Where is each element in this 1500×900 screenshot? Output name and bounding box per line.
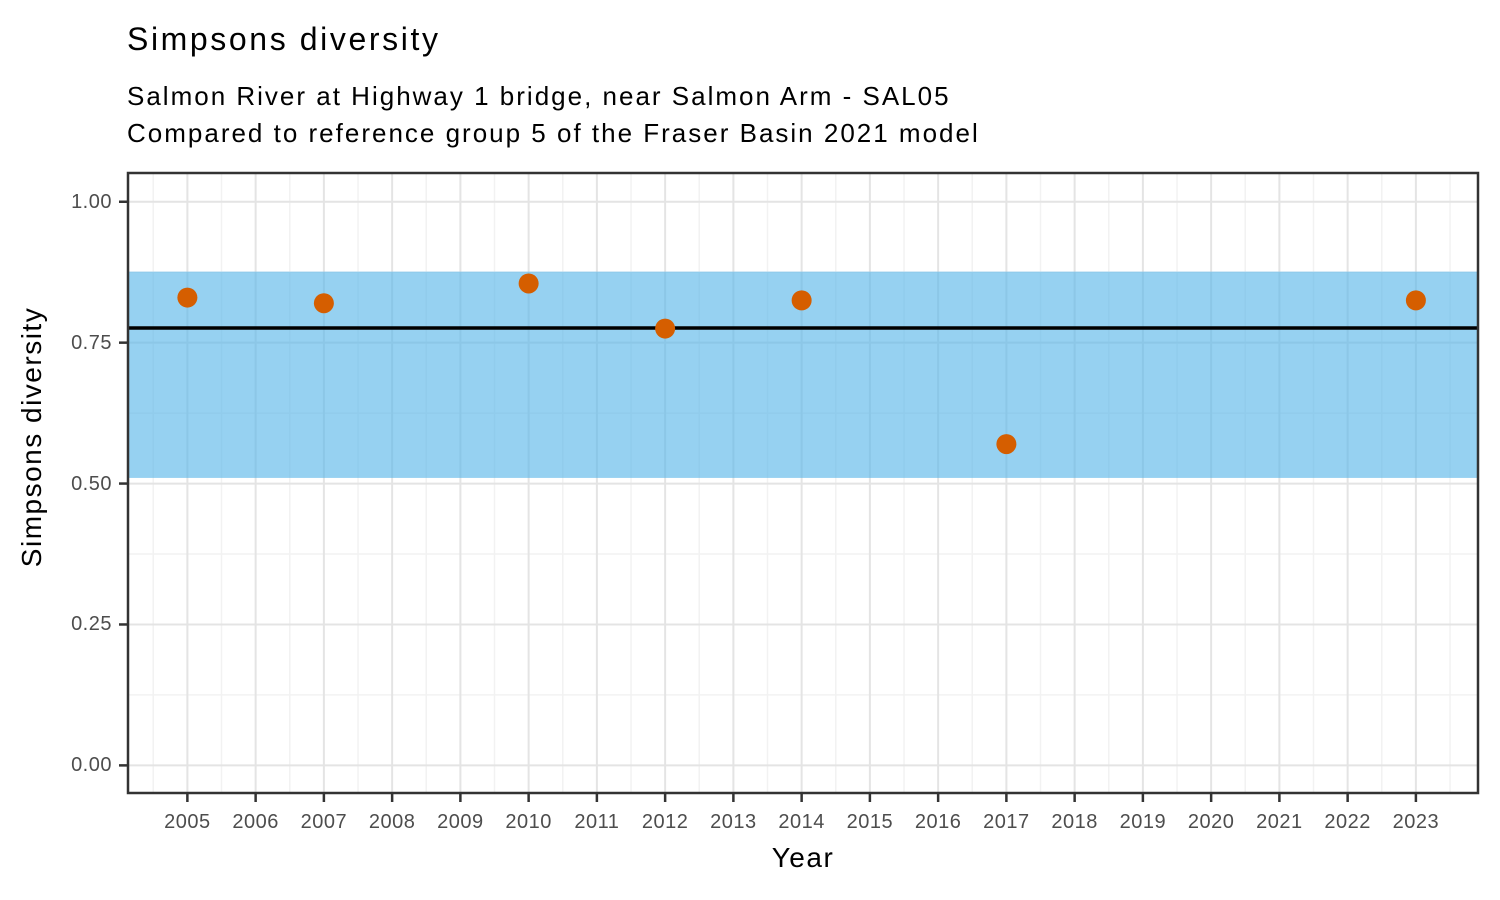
data-point [518, 273, 539, 294]
data-point [313, 293, 334, 314]
x-tick-label: 2015 [846, 811, 894, 833]
chart-subtitle-line-2: Compared to reference group 5 of the Fra… [127, 118, 980, 148]
x-tick-label: 2021 [1256, 811, 1303, 833]
x-tick-label: 2007 [300, 811, 348, 833]
data-point [996, 434, 1017, 455]
x-tick-label: 2023 [1392, 811, 1440, 833]
x-tick-label: 2017 [983, 811, 1030, 833]
x-tick-label: 2022 [1324, 811, 1371, 833]
y-tick-label: 0.50 [71, 472, 112, 495]
y-tick-label: 0.75 [71, 331, 112, 354]
chart-subtitle-line-1: Salmon River at Highway 1 bridge, near S… [127, 81, 951, 111]
x-tick-label: 2008 [368, 811, 416, 833]
x-tick-label: 2016 [914, 811, 962, 833]
chart-subtitle: Salmon River at Highway 1 bridge, near S… [127, 78, 980, 152]
x-tick-label: 2019 [1119, 811, 1167, 833]
x-tick-label: 2013 [710, 811, 757, 833]
x-tick-label: 2011 [574, 811, 620, 833]
y-tick-label: 0.25 [71, 613, 112, 636]
data-point [655, 318, 676, 339]
data-point [1405, 290, 1426, 311]
y-tick-label: 1.00 [71, 190, 112, 213]
data-point [791, 290, 812, 311]
x-tick-label: 2018 [1051, 811, 1098, 833]
x-axis-title: Year [771, 842, 835, 873]
x-tick-label: 2014 [778, 811, 825, 833]
x-tick-label: 2012 [641, 811, 689, 833]
x-tick-label: 2020 [1187, 811, 1235, 833]
chart-title: Simpsons diversity [127, 21, 441, 57]
x-tick-label: 2010 [505, 811, 552, 833]
y-tick-label: 0.00 [71, 754, 112, 777]
x-tick-label: 2005 [164, 811, 211, 833]
x-tick-label: 2009 [437, 811, 484, 833]
data-point [177, 287, 198, 308]
x-tick-label: 2006 [232, 811, 279, 833]
